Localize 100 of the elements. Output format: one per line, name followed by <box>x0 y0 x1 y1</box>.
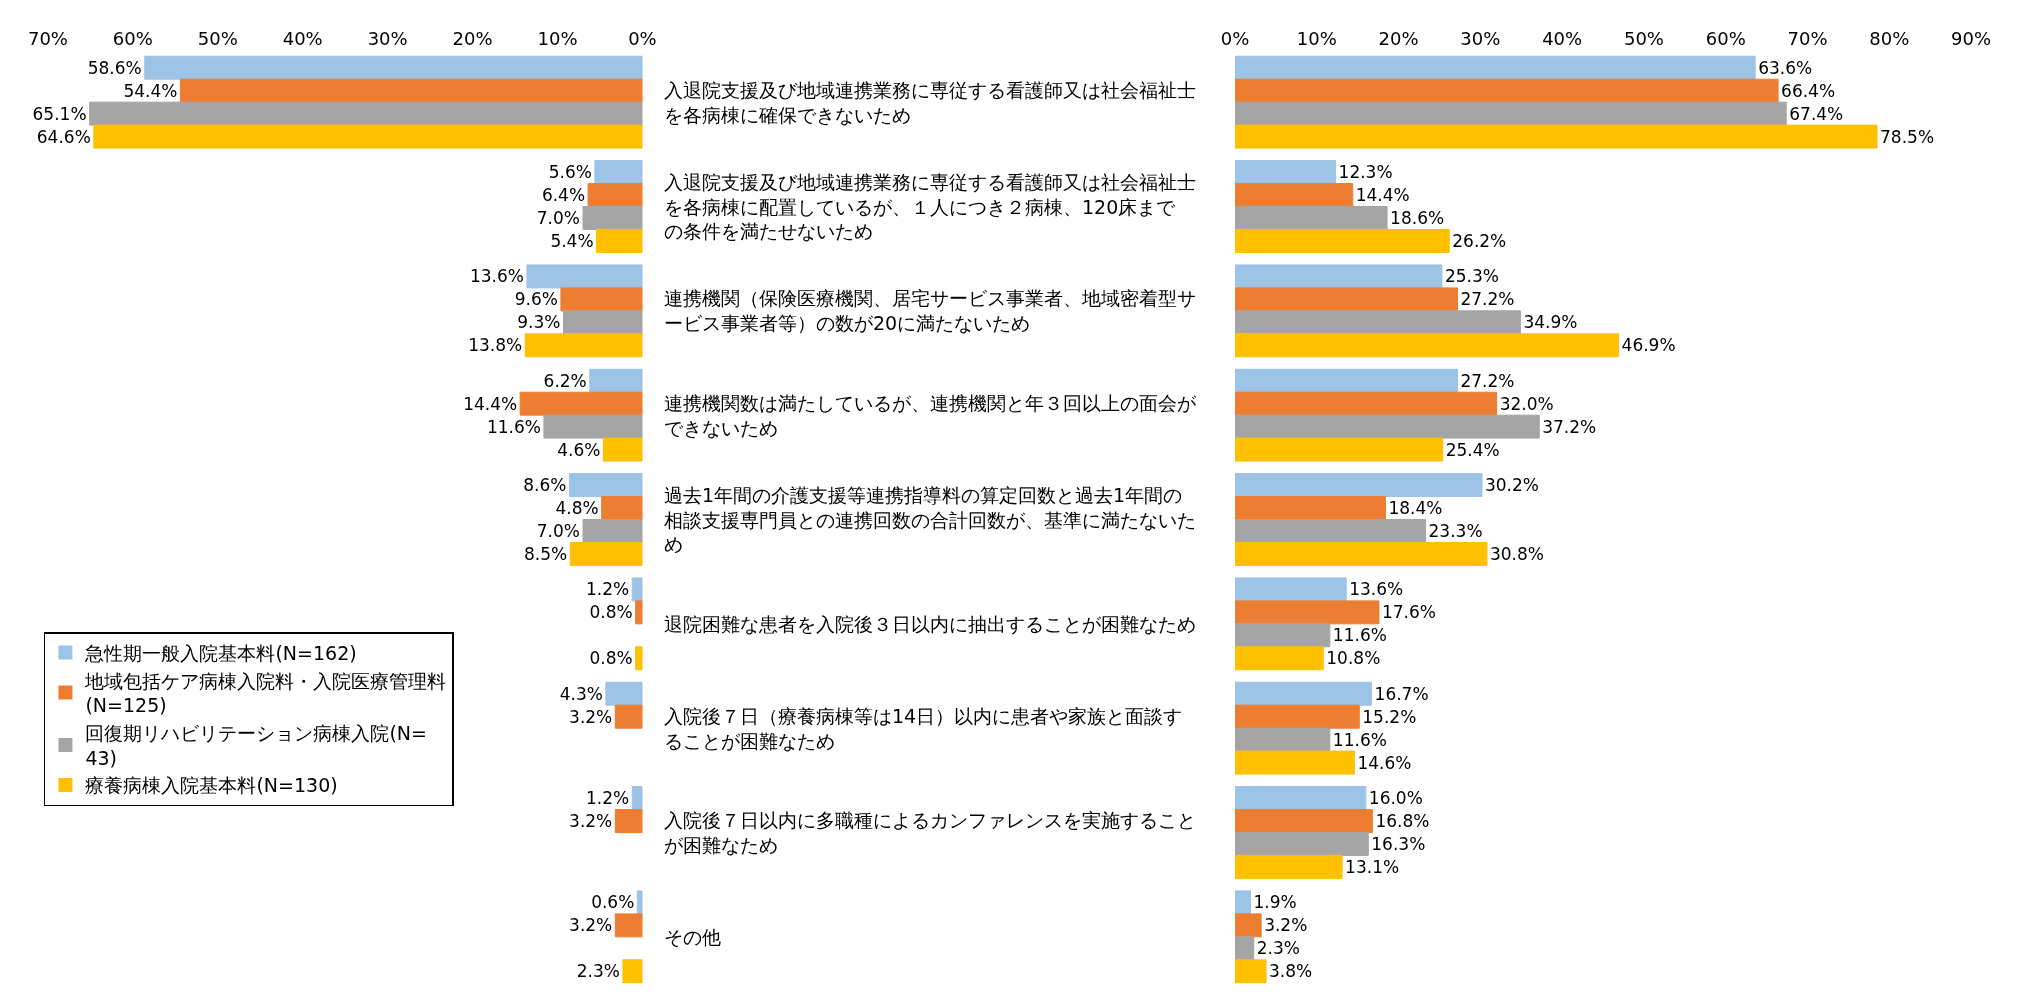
bar <box>631 786 643 811</box>
bar <box>582 206 643 230</box>
bar <box>587 183 643 207</box>
bar <box>1234 681 1373 706</box>
y-tick-label: 入退院支援及び地域連携業務に専従する看護師又は社会福祉士を各病棟に配置しているが、１人につき２病棟、120床までの条件を満たせないため <box>664 171 1196 243</box>
bar <box>1234 541 1488 566</box>
bar <box>614 913 643 938</box>
data-label: 6.4% <box>541 185 586 206</box>
data-label: 34.9% <box>1523 312 1578 333</box>
y-tick-label: 入院後７日（療養病棟等は14日）以内に患者や家族と面談することが困難なため <box>664 705 1183 752</box>
data-label: 4.8% <box>555 498 599 519</box>
data-label: 78.5% <box>1880 126 1935 147</box>
data-label: 5.4% <box>550 230 594 251</box>
data-label: 0.6% <box>591 892 635 913</box>
bar <box>1234 414 1540 439</box>
x-tick-label: 80% <box>1869 28 1910 50</box>
data-label: 11.6% <box>1332 625 1387 646</box>
data-label: 25.3% <box>1444 266 1499 287</box>
bar <box>589 368 643 393</box>
data-label: 3.2% <box>569 706 613 727</box>
bar <box>1234 623 1331 648</box>
x-tick-label: 10% <box>1296 28 1337 50</box>
x-tick-label: 10% <box>537 28 578 50</box>
bar <box>1234 368 1458 393</box>
data-label: 16.0% <box>1368 788 1423 809</box>
data-label: 3.8% <box>1269 961 1313 982</box>
data-label: 63.6% <box>1758 57 1813 78</box>
data-label: 7.0% <box>536 520 580 541</box>
data-label: 54.4% <box>123 80 178 101</box>
data-label: 4.3% <box>559 683 603 704</box>
data-label: 32.0% <box>1499 393 1554 414</box>
bar <box>1234 890 1251 915</box>
data-label: 23.3% <box>1428 520 1483 541</box>
bar <box>1234 646 1324 671</box>
x-tick-label: 50% <box>1623 28 1664 50</box>
data-label: 7.0% <box>536 207 580 228</box>
bar <box>89 101 643 126</box>
bar <box>526 264 643 289</box>
data-label: 30.8% <box>1489 543 1544 564</box>
bar <box>1234 809 1373 833</box>
data-label: 14.4% <box>463 393 518 414</box>
data-label: 15.2% <box>1362 706 1417 727</box>
data-label: 18.6% <box>1390 207 1445 228</box>
data-label: 1.9% <box>1253 892 1297 913</box>
data-label: 11.6% <box>1332 729 1387 750</box>
bar <box>1234 264 1443 289</box>
data-label: 16.3% <box>1371 833 1426 854</box>
data-label: 1.2% <box>586 788 630 809</box>
bar <box>1234 391 1498 416</box>
legend-label: 回復期リハビリテーション病棟入院(N=43) <box>85 722 427 769</box>
data-label: 13.6% <box>469 266 524 287</box>
bar <box>1234 310 1521 335</box>
x-tick-label: 60% <box>112 28 153 50</box>
data-label: 4.6% <box>557 439 601 460</box>
data-label: 11.6% <box>486 416 541 437</box>
bar <box>1234 183 1354 207</box>
y-tick-label: その他 <box>664 926 721 948</box>
data-label: 0.8% <box>589 602 633 623</box>
bar <box>631 577 643 602</box>
bar <box>543 414 643 439</box>
data-label: 8.5% <box>524 543 568 564</box>
data-label: 2.3% <box>576 961 620 982</box>
bar <box>622 959 643 984</box>
x-tick-label: 70% <box>1787 28 1828 50</box>
bar <box>635 600 643 625</box>
data-label: 6.2% <box>543 370 587 391</box>
bar <box>1234 854 1343 879</box>
bar <box>582 519 643 543</box>
x-tick-label: 70% <box>27 28 68 50</box>
bar <box>1234 936 1255 961</box>
y-tick-label: 入退院支援及び地域連携業務に専従する看護師又は社会福祉士を各病棟に確保できないため <box>664 79 1196 126</box>
bar <box>1234 473 1483 498</box>
x-tick-label: 30% <box>1460 28 1501 50</box>
bar <box>93 124 643 149</box>
bar <box>1234 786 1367 811</box>
bar <box>601 496 643 520</box>
x-tick-label: 0% <box>1220 28 1250 50</box>
y-tick-label: 連携機関（保険医療機関、居宅サービス事業者、地域密着型サービス事業者等）の数が20に満たないため <box>664 287 1196 334</box>
bar <box>1234 727 1331 752</box>
bar <box>614 809 643 833</box>
data-label: 64.6% <box>36 126 91 147</box>
bar <box>1234 287 1458 312</box>
x-tick-label: 50% <box>197 28 238 50</box>
bar <box>1234 437 1444 462</box>
bar <box>1234 704 1360 729</box>
bar <box>1234 228 1450 253</box>
data-label: 3.2% <box>1264 915 1308 936</box>
data-label: 14.6% <box>1357 752 1412 773</box>
bar <box>560 287 643 312</box>
bar <box>1234 333 1620 358</box>
legend-label: 急性期一般入院基本料(N=162) <box>84 641 357 664</box>
bar <box>179 78 643 103</box>
legend-label: 地域包括ケア病棟入院料・入院医療管理料(N=125) <box>84 669 447 717</box>
bar <box>635 646 643 671</box>
bar <box>1234 78 1779 103</box>
legend-label: 療養病棟入院基本料(N=130) <box>85 774 338 797</box>
data-label: 26.2% <box>1452 230 1507 251</box>
bar <box>1234 913 1262 938</box>
data-label: 1.2% <box>586 579 630 600</box>
data-label: 17.6% <box>1381 602 1436 623</box>
